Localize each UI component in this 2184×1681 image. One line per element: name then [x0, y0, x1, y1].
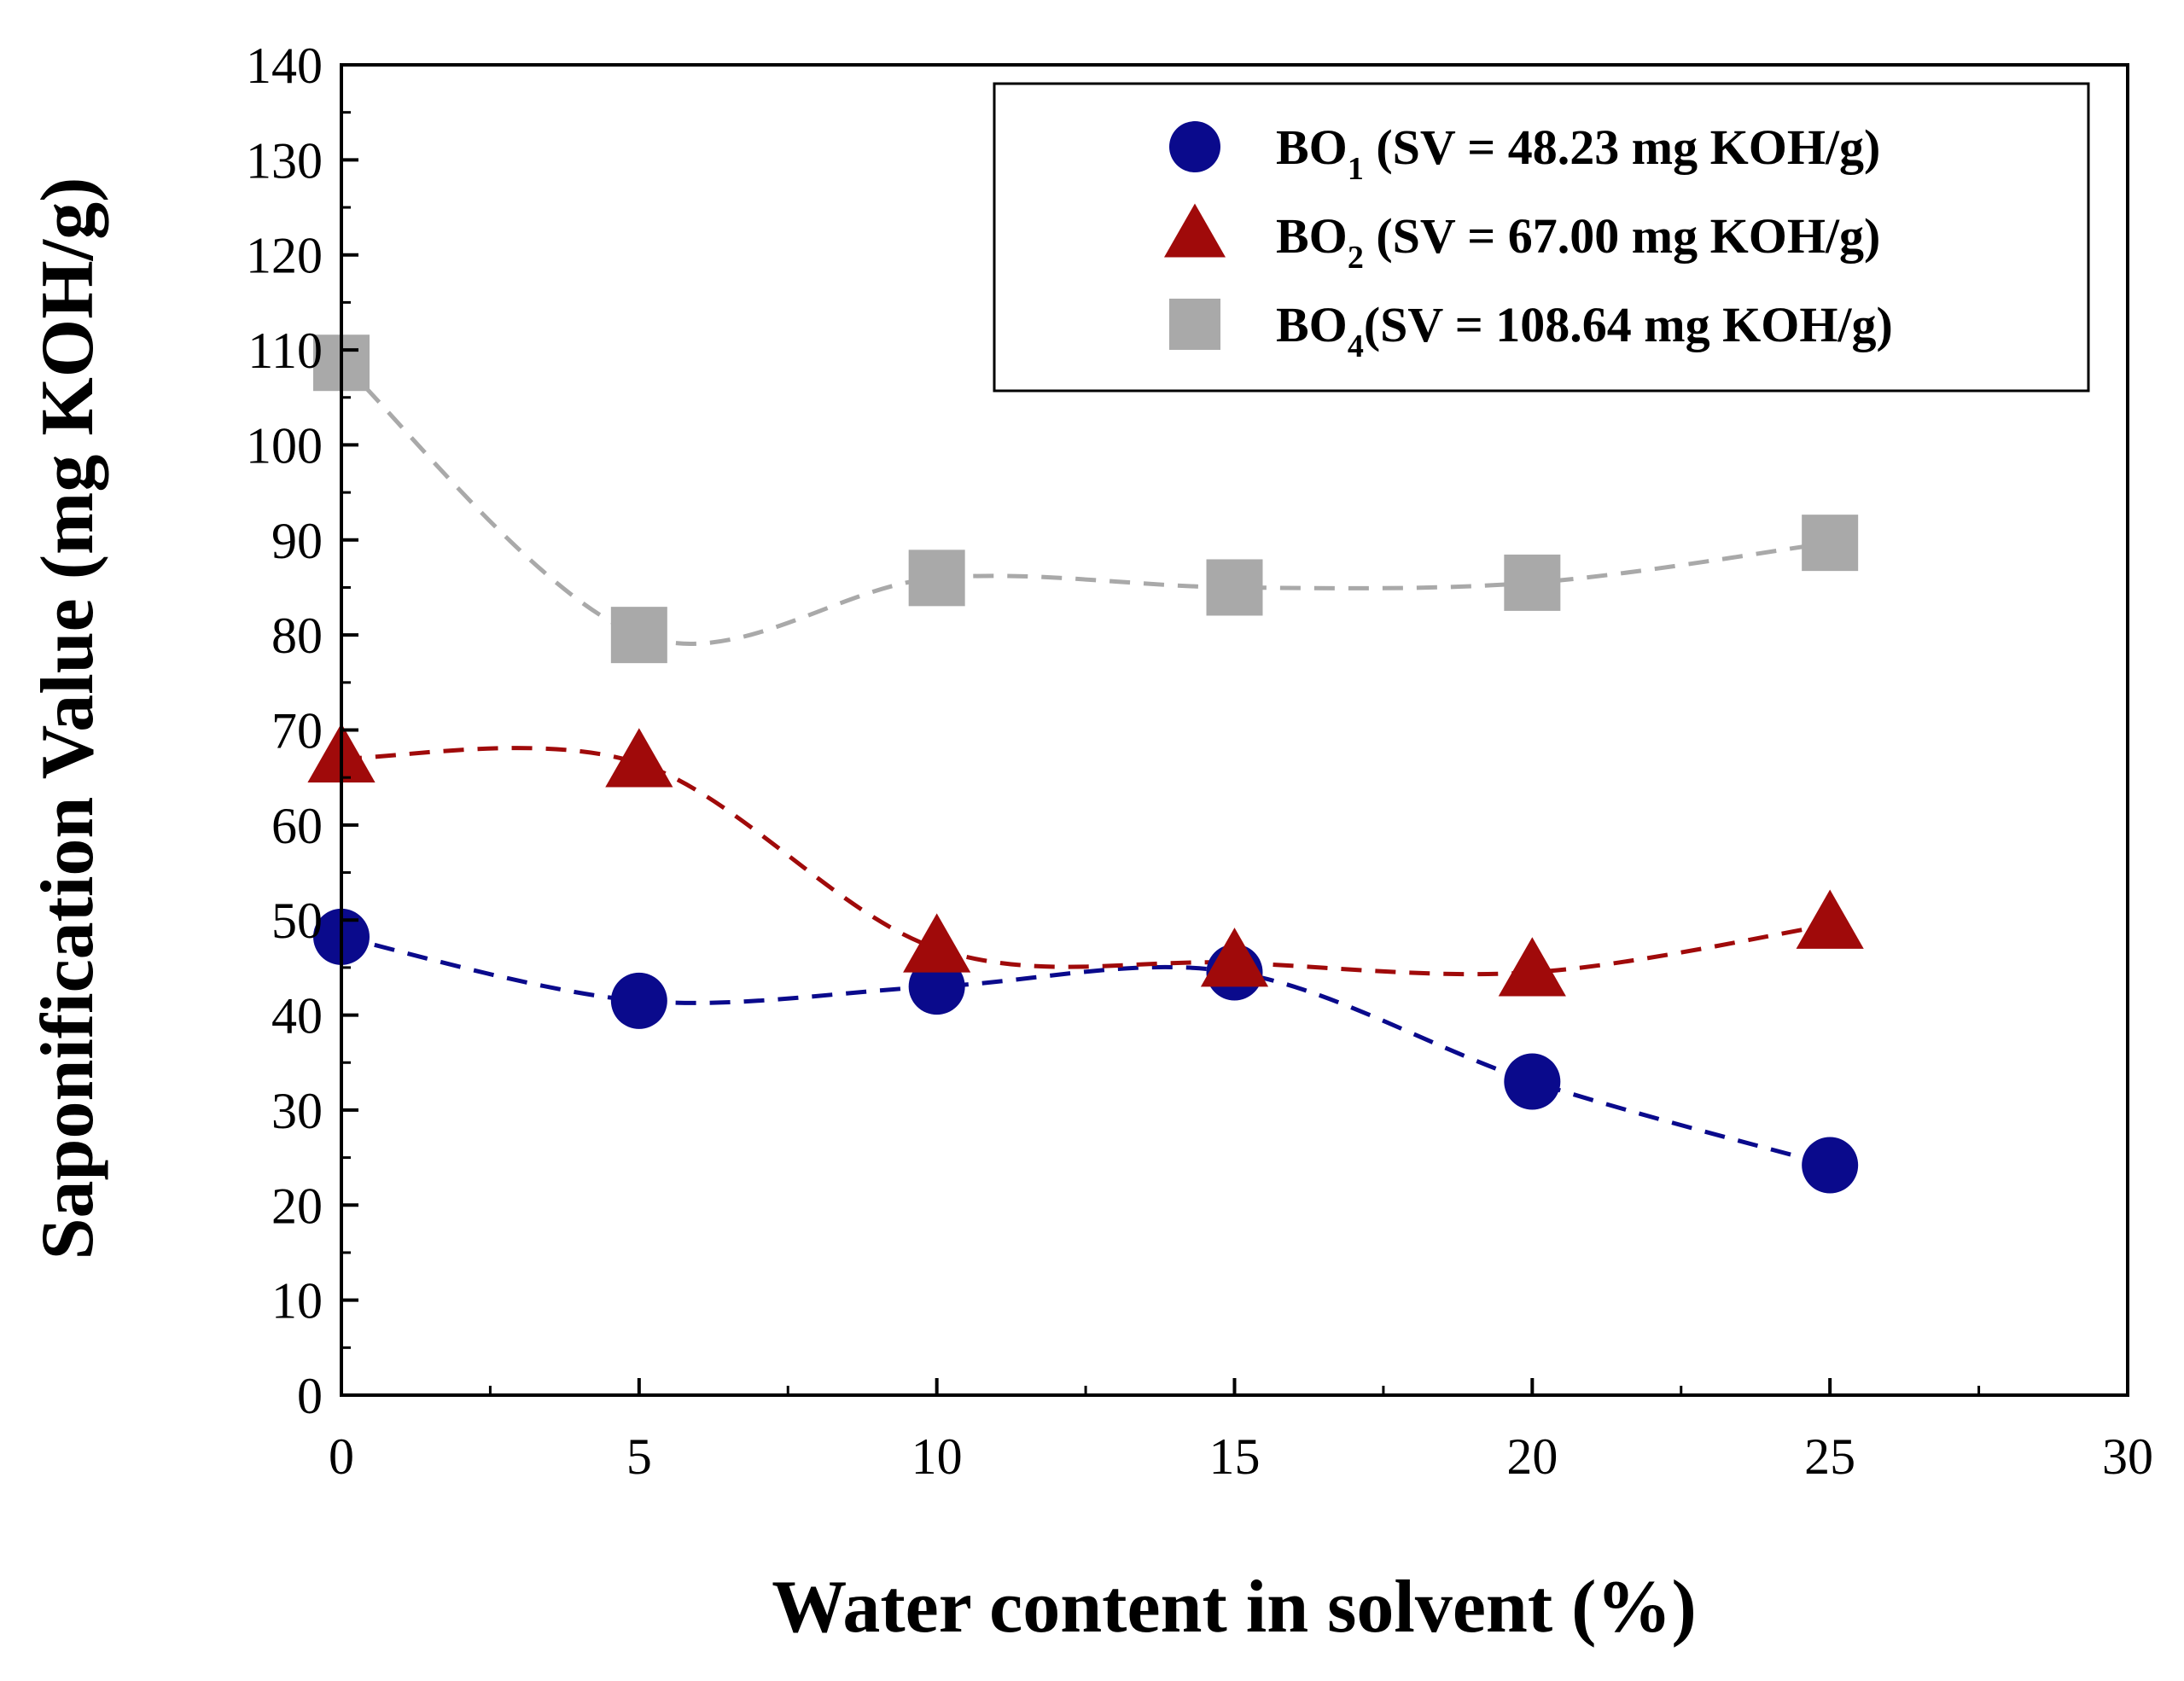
data-point-circle	[1802, 1137, 1859, 1194]
legend-entry: BO1 (SV = 48.23 mg KOH/g)	[1276, 119, 1880, 187]
y-tick-label: 120	[246, 228, 323, 284]
y-tick-label: 50	[271, 893, 323, 949]
fit-curve-1	[341, 934, 1831, 1167]
x-axis-title: Water content in solvent (%)	[772, 1566, 1697, 1649]
y-tick-label: 130	[246, 132, 323, 189]
fit-curves	[340, 361, 1831, 1167]
x-tick-label: 15	[1209, 1428, 1261, 1485]
legend-entry: BO2 (SV = 67.00 mg KOH/g)	[1276, 208, 1880, 276]
data-point-square	[1206, 559, 1263, 616]
data-point-triangle	[1498, 937, 1566, 997]
legend-entry: BO4(SV = 108.64 mg KOH/g)	[1276, 297, 1893, 364]
x-tick-label: 5	[626, 1428, 652, 1485]
data-point-triangle	[605, 728, 673, 788]
y-tick-label: 80	[271, 608, 323, 664]
data-point-triangle	[903, 913, 971, 973]
data-points	[307, 334, 1864, 1194]
y-tick-label: 10	[271, 1273, 323, 1329]
y-tick-label: 90	[271, 513, 323, 569]
data-point-triangle	[1796, 889, 1864, 949]
y-tick-label: 40	[271, 988, 323, 1044]
fit-curve-2	[341, 746, 1831, 977]
data-point-circle	[610, 972, 667, 1029]
y-tick-label: 20	[271, 1178, 323, 1234]
y-tick-label: 70	[271, 703, 323, 759]
data-point-square	[908, 550, 965, 607]
data-point-square	[610, 607, 667, 664]
data-point-square	[1504, 554, 1561, 611]
axes: 0 5 10 15 20 25 30 0 10 20 30 40 50 60 70 80 90 100 110 120…	[246, 38, 2153, 1485]
x-tick-label: 30	[2102, 1428, 2153, 1485]
y-axis-title: Saponification Value (mg KOH/g)	[26, 177, 109, 1260]
y-tick-label: 140	[246, 38, 323, 94]
legend-marker-circle	[1169, 121, 1220, 172]
y-tick-label: 30	[271, 1083, 323, 1139]
y-tick-label: 0	[297, 1368, 323, 1424]
data-point-circle	[1504, 1053, 1561, 1110]
legend: BO1 (SV = 48.23 mg KOH/g) BO2 (SV = 67.00…	[993, 82, 2090, 393]
legend-marker-square	[1169, 299, 1220, 350]
y-tick-label: 110	[248, 323, 323, 379]
data-point-square	[1802, 515, 1859, 572]
legend-marker-triangle	[1164, 203, 1226, 258]
fit-curve-3	[340, 361, 1831, 646]
x-tick-label: 20	[1506, 1428, 1558, 1485]
data-point-triangle	[1200, 928, 1269, 987]
x-tick-label: 0	[329, 1428, 354, 1485]
y-tick-label: 60	[271, 798, 323, 854]
y-tick-label: 100	[246, 417, 323, 474]
x-tick-label: 25	[1804, 1428, 1855, 1485]
x-tick-label: 10	[911, 1428, 963, 1485]
